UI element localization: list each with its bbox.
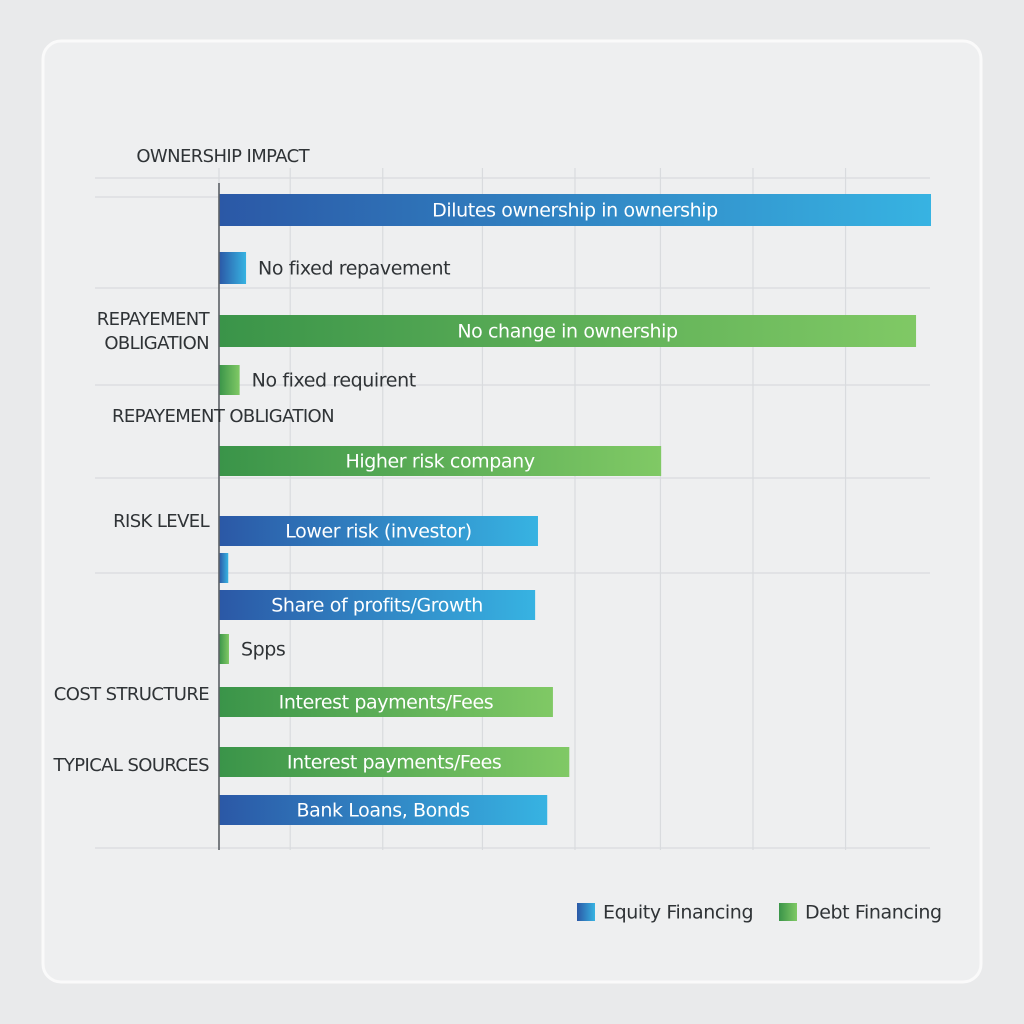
legend-swatch bbox=[577, 903, 595, 921]
bar bbox=[219, 446, 662, 476]
legend-label: Debt Financing bbox=[805, 902, 942, 924]
bar bbox=[219, 634, 229, 664]
bar bbox=[219, 315, 917, 347]
legend-label: Equity Financing bbox=[603, 902, 753, 924]
card bbox=[41, 39, 983, 984]
bar-label: Interest payments/Fees bbox=[287, 752, 502, 774]
bar-label: Spps bbox=[241, 639, 285, 661]
bar-label: Interest payments/Fees bbox=[279, 692, 494, 714]
bar bbox=[219, 516, 538, 546]
bar-label: Share of profits/Growth bbox=[271, 595, 483, 617]
bar bbox=[219, 365, 240, 395]
bar-label: No fixed repavement bbox=[258, 258, 450, 280]
row-label: COST STRUCTURE bbox=[53, 684, 210, 705]
bar bbox=[219, 590, 536, 620]
row-label: TYPICAL SOURCES bbox=[53, 755, 209, 776]
bar bbox=[219, 553, 229, 583]
bar-label: Dilutes ownership in ownership bbox=[432, 200, 718, 222]
bar-label: No change in ownership bbox=[457, 321, 678, 343]
bar bbox=[219, 687, 553, 717]
row-label: REPAYEMENT OBLIGATION bbox=[111, 406, 335, 427]
bar bbox=[219, 795, 548, 825]
row-label: OWNERSHIP IMPACT bbox=[136, 146, 309, 167]
bar bbox=[219, 194, 931, 226]
bar bbox=[219, 747, 570, 777]
row-label: REPAYEMENT OBLIGATION bbox=[96, 309, 210, 354]
bar-label: Higher risk company bbox=[345, 451, 534, 473]
bar bbox=[219, 252, 247, 284]
bar-label: Bank Loans, Bonds bbox=[297, 800, 470, 822]
row-label: RISK LEVEL bbox=[113, 511, 209, 532]
legend-swatch bbox=[779, 903, 797, 921]
bar-label: Lower risk (investor) bbox=[285, 521, 471, 543]
bar-label: No fixed requirent bbox=[252, 370, 416, 392]
